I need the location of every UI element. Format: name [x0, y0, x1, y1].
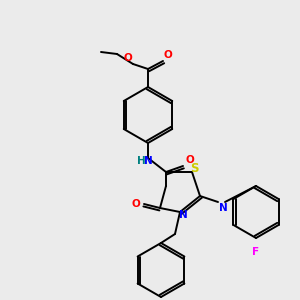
Text: O: O — [164, 50, 173, 60]
Text: N: N — [144, 156, 152, 166]
Text: N: N — [178, 210, 188, 220]
Text: O: O — [185, 155, 194, 165]
Text: H: H — [136, 156, 146, 166]
Text: O: O — [132, 199, 140, 209]
Text: F: F — [252, 247, 260, 257]
Text: N: N — [219, 203, 228, 213]
Text: S: S — [190, 163, 198, 176]
Text: O: O — [123, 53, 132, 63]
